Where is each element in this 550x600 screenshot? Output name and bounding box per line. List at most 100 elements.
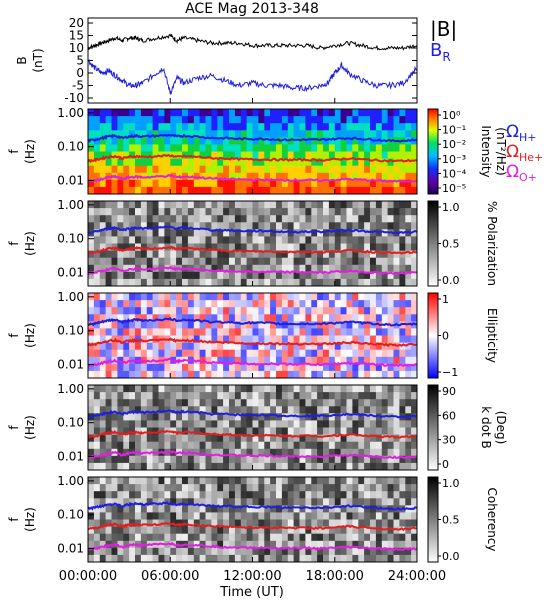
heatmap-cell (99, 498, 107, 506)
heatmap-cell (140, 349, 148, 358)
heatmap-cell (93, 370, 101, 379)
heatmap-cell (305, 328, 312, 336)
heatmap-cell (240, 448, 248, 457)
heatmap-cell (117, 491, 124, 499)
heatmap-cell (246, 512, 253, 520)
heatmap-cell (229, 222, 236, 230)
heatmap-cell (123, 392, 130, 400)
heatmap-cell (311, 413, 318, 421)
heatmap-cell (346, 116, 353, 124)
heatmap-cell (123, 208, 130, 216)
heatmap-cell (405, 208, 412, 216)
heatmap-cell (264, 130, 271, 138)
heatmap-cell (293, 385, 300, 393)
heatmap-cell (217, 392, 224, 400)
heatmap-cell (305, 441, 312, 450)
heatmap-cell (375, 314, 383, 322)
heatmap-cell (123, 519, 130, 527)
heatmap-cell (187, 293, 195, 301)
heatmap-cell (305, 314, 312, 322)
heatmap-cell (358, 448, 365, 457)
heatmap-cell (182, 257, 189, 266)
heatmap-cell (346, 484, 353, 492)
heatmap-cell (105, 250, 112, 259)
heatmap-cell (217, 130, 224, 138)
heatmap-cell (187, 349, 195, 358)
heatmap-cell (199, 307, 206, 315)
heatmap-cell (111, 505, 118, 513)
heatmap-cell (240, 158, 248, 167)
heatmap-cell (234, 137, 242, 145)
heatmap-cell (317, 144, 324, 152)
y-tick-label: 0.10 (57, 140, 84, 154)
heatmap-cell (381, 512, 389, 520)
heatmap-cell (164, 137, 171, 145)
heatmap-cell (375, 349, 383, 358)
heatmap-cell (387, 392, 394, 400)
heatmap-cell (140, 300, 148, 308)
heatmap-cell (405, 554, 412, 563)
heatmap-cell (381, 335, 389, 343)
heatmap-cell (346, 427, 353, 435)
heatmap-cell (405, 526, 412, 535)
heatmap-cell (246, 243, 253, 251)
heatmap-cell (358, 278, 365, 287)
heatmap-cell (287, 342, 295, 351)
heatmap-cell (334, 278, 342, 287)
heatmap-cell (199, 109, 206, 117)
heatmap-cell (217, 385, 224, 393)
heatmap-cell (164, 484, 171, 492)
heatmap-cell (99, 186, 107, 195)
heatmap-cell (217, 293, 224, 301)
heatmap-cell (199, 349, 206, 358)
heatmap-cell (187, 109, 195, 117)
heatmap-cell (205, 349, 212, 358)
heatmap-cell (99, 547, 107, 556)
heatmap-cell (123, 151, 130, 159)
heatmap-cell (246, 413, 253, 421)
heatmap-cell (299, 370, 306, 379)
heatmap-cell (140, 477, 148, 485)
heatmap-cell (258, 201, 265, 209)
heatmap-cell (370, 441, 377, 450)
heatmap-cell (340, 519, 347, 527)
heatmap-cell (229, 526, 236, 535)
heatmap-cell (258, 229, 265, 237)
heatmap-cell (158, 498, 165, 506)
heatmap-cell (129, 512, 136, 520)
heatmap-cell (93, 540, 101, 549)
heatmap-cell (328, 137, 336, 145)
heatmap-cell (270, 462, 277, 471)
heatmap-cell (246, 540, 253, 549)
heatmap-cell (405, 441, 412, 450)
heatmap-cell (264, 314, 271, 322)
heatmap-cell (334, 462, 342, 471)
heatmap-cell (234, 491, 242, 499)
heatmap-cell (146, 158, 154, 167)
heatmap-cell (340, 363, 347, 372)
heatmap-cell (129, 491, 136, 499)
heatmap-cell (234, 385, 242, 393)
heatmap-cell (340, 215, 347, 223)
heatmap-cell (364, 236, 371, 244)
heatmap-cell (170, 123, 177, 131)
heatmap-cell (258, 448, 265, 457)
heatmap-cell (258, 399, 265, 407)
heatmap-cell (99, 441, 107, 450)
heatmap-cell (317, 137, 324, 145)
heatmap-cell (129, 526, 136, 535)
heatmap-cell (358, 130, 365, 138)
heatmap-cell (229, 547, 236, 556)
heatmap-cell (182, 554, 189, 563)
heatmap-cell (381, 462, 389, 471)
heatmap-cell (405, 179, 412, 188)
heatmap-cell (411, 293, 418, 301)
heatmap-cell (346, 455, 353, 464)
heatmap-cell (287, 293, 295, 301)
heatmap-cell (158, 250, 165, 259)
heatmap-cell (176, 498, 183, 506)
heatmap-cell (129, 257, 136, 266)
heatmap-cell (229, 342, 236, 351)
heatmap-cell (123, 250, 130, 259)
